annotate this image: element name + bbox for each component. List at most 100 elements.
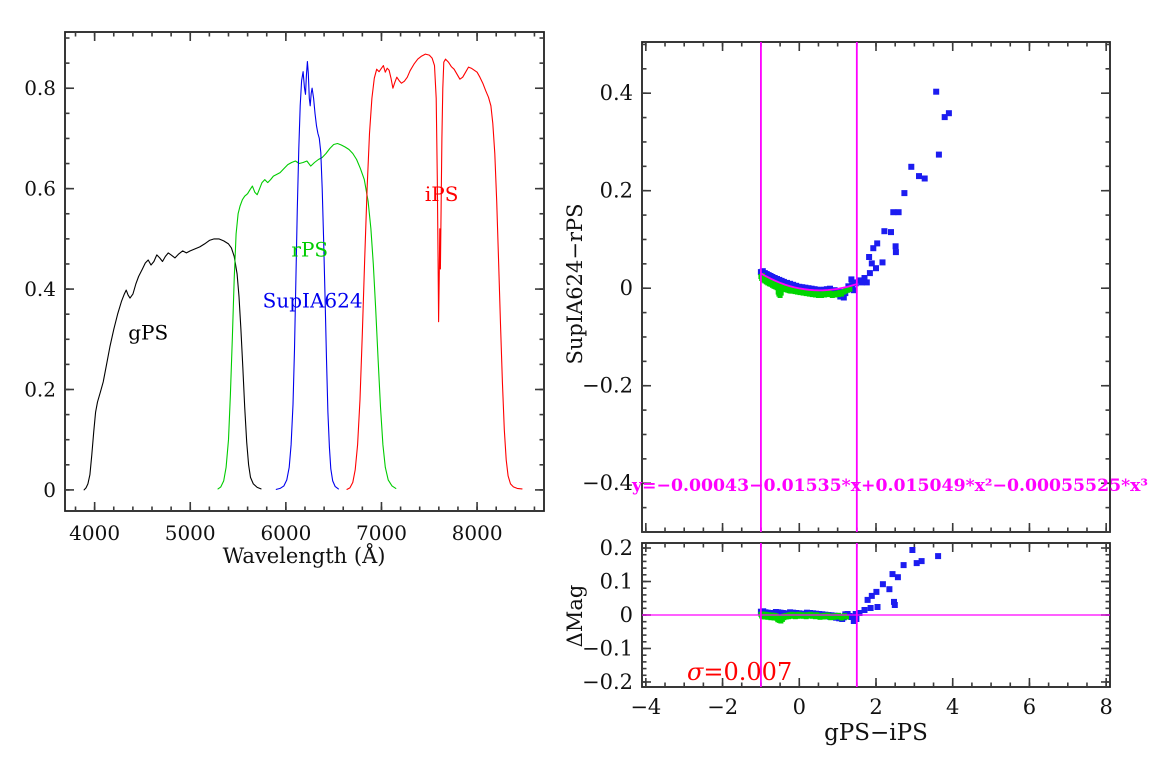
data-point	[933, 88, 940, 95]
data-point	[856, 610, 863, 616]
x-tick-label: 8000	[452, 521, 503, 545]
series-fit-range-lines	[760, 42, 858, 532]
data-point	[864, 596, 871, 603]
x-tick-label: −4	[630, 695, 661, 719]
series-gPS	[83, 238, 262, 491]
series-fit-curve	[760, 272, 858, 292]
series-rPS	[217, 142, 397, 490]
x-tick-label: 5000	[165, 521, 216, 545]
data-point	[891, 602, 898, 608]
y-tick-label: 0.6	[24, 177, 56, 201]
data-point	[867, 605, 874, 611]
data-point	[873, 588, 880, 595]
x-tick-label: 0	[793, 695, 806, 719]
y-tick-label: 0.2	[24, 378, 56, 402]
data-point	[852, 280, 859, 287]
x-tick-label: 2	[869, 695, 882, 719]
data-point	[778, 290, 784, 296]
data-point	[879, 581, 886, 588]
data-point	[941, 114, 948, 121]
y-tick-label: −0.4	[582, 471, 633, 495]
x-tick-label: 6000	[260, 521, 311, 545]
x-tick-label: 8	[1100, 695, 1113, 719]
y-tick-label: 0.1	[600, 570, 633, 594]
fit-equation: y=−0.00043−0.01535*x+0.015049*x²−0.00055…	[631, 476, 1148, 496]
y-tick-label: −0.2	[582, 374, 633, 398]
x-tick-label: 4	[946, 695, 959, 719]
data-point	[921, 175, 928, 182]
ips-label: iPS	[425, 182, 459, 206]
y-tick-label: 0	[43, 478, 56, 502]
series-blue-stars	[757, 547, 942, 624]
data-point	[916, 173, 922, 180]
data-point	[870, 245, 877, 252]
data-point	[844, 614, 849, 620]
data-point	[868, 260, 875, 267]
x-tick-label: 7000	[356, 521, 407, 545]
data-point	[848, 276, 855, 283]
data-point	[913, 560, 920, 567]
data-point	[861, 607, 868, 613]
data-point	[840, 294, 847, 301]
data-point	[945, 110, 952, 117]
x-tick-label: −2	[707, 695, 738, 719]
filter-transmission-chart: 4000 5000 6000 7000 8000 0 0.2 0.4 0.6 0.8 gPS rPS S…	[24, 31, 545, 568]
x-tick-label: 4000	[69, 521, 120, 545]
data-point	[874, 604, 881, 610]
data-point	[874, 240, 881, 247]
y-tick-label: −0.1	[582, 637, 633, 661]
series-green-stars	[758, 611, 849, 624]
data-point	[935, 151, 942, 158]
data-point	[881, 228, 888, 235]
data-point	[852, 611, 859, 617]
data-point	[873, 265, 879, 272]
plot-frame	[64, 31, 545, 512]
data-point	[886, 586, 893, 593]
residual-chart: −4 −2 0 2 4 6 8 −0.2 −0.1 0 0.1 0.2 σ=0.007 gPS−iPS ΔM…	[563, 536, 1113, 746]
data-point	[879, 259, 886, 266]
data-point	[866, 270, 873, 277]
data-point	[847, 286, 853, 292]
sigma-label: σ=0.007	[687, 658, 792, 686]
y-tick-label: 0	[620, 276, 633, 300]
data-point	[895, 209, 902, 216]
data-point	[858, 279, 865, 286]
series-SupIA624	[275, 61, 339, 490]
y-tick-label: −0.2	[582, 670, 633, 694]
plot-frame	[641, 41, 1111, 533]
data-point	[861, 275, 868, 281]
data-point	[850, 287, 857, 294]
data-point	[866, 254, 873, 260]
series-blue-stars	[757, 88, 952, 301]
data-point	[863, 279, 870, 286]
data-point	[889, 571, 896, 578]
data-point	[890, 209, 897, 216]
x-axis-title: Wavelength (Å)	[223, 543, 386, 568]
data-point	[901, 190, 908, 197]
data-point	[892, 243, 899, 250]
series-fit-range-lines	[760, 543, 858, 687]
y-tick-label: 0	[620, 603, 633, 627]
y-tick-label: 0.4	[24, 277, 56, 301]
y-tick-label: 0.8	[24, 76, 56, 100]
data-point	[888, 229, 894, 236]
rps-label: rPS	[291, 237, 328, 261]
supia624-label: SupIA624	[263, 289, 363, 313]
data-point	[900, 562, 907, 569]
x-tick-label: 6	[1023, 695, 1036, 719]
data-point	[891, 598, 897, 605]
data-point	[848, 614, 855, 620]
series-iPS	[346, 53, 523, 490]
data-point	[894, 574, 901, 581]
data-point	[918, 558, 925, 565]
data-point	[935, 553, 942, 560]
x-axis-title: gPS−iPS	[824, 720, 928, 746]
y-tick-label: 0.2	[600, 536, 633, 560]
y-tick-label: 0.4	[600, 81, 633, 105]
y-axis-title: ΔMag	[563, 585, 587, 648]
data-point	[908, 163, 915, 170]
data-point	[892, 249, 899, 256]
data-point	[868, 592, 875, 599]
